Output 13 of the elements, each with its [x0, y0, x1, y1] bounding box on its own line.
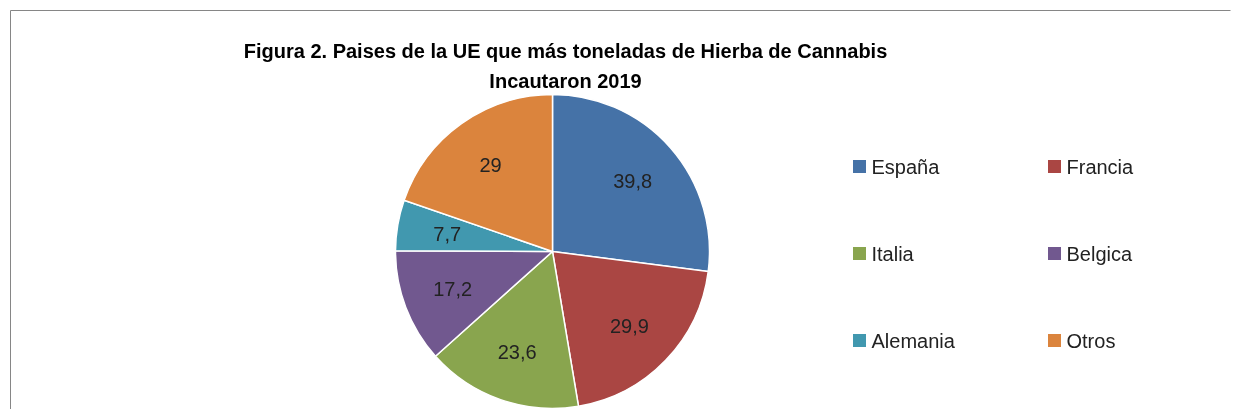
data-label: 23,6 [497, 341, 537, 364]
data-label: 7,7 [433, 222, 462, 245]
data-label: 29,9 [609, 314, 649, 337]
legend-label: España [871, 155, 941, 178]
legend-label: Alemania [871, 329, 956, 352]
data-label: 39,8 [613, 169, 653, 192]
chart-title: Figura 2. Paises de la UE que más toneladas de Hierba de Cannabis Incautaron 2019 [243, 39, 888, 92]
data-label: 29 [479, 153, 502, 176]
data-label: 17,2 [433, 278, 473, 301]
legend-label: Francia [1066, 155, 1135, 178]
legend-label: Italia [871, 242, 915, 265]
legend-label: Otros [1066, 329, 1116, 352]
legend-label: Belgica [1066, 242, 1133, 265]
